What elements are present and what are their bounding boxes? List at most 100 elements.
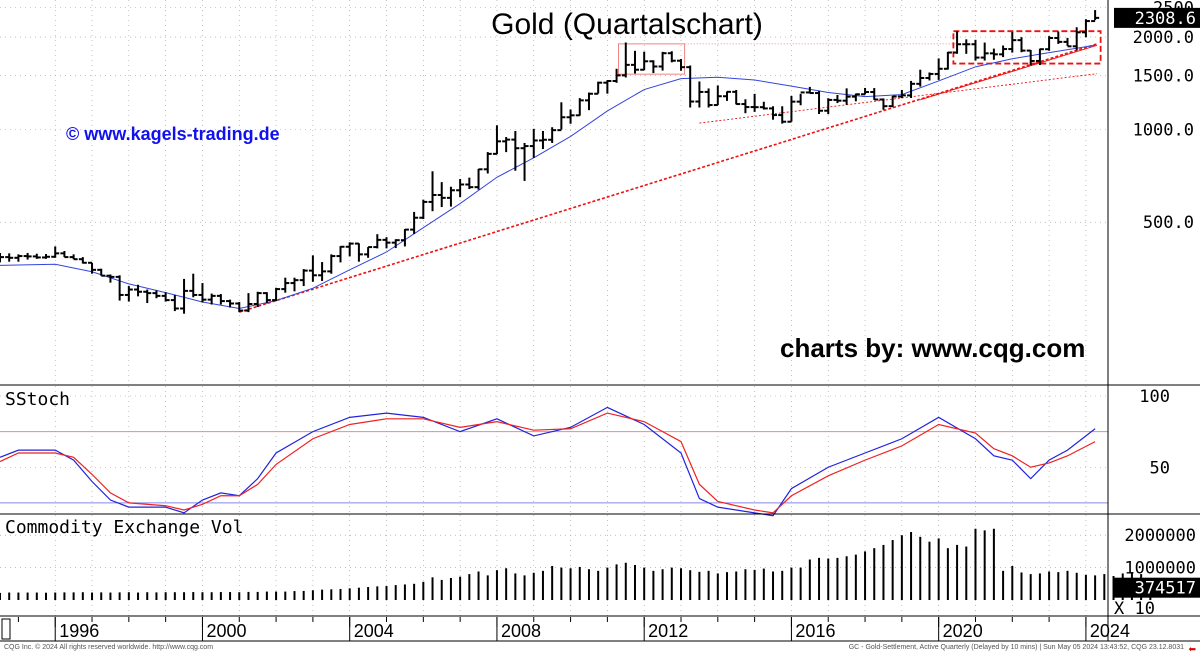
price-bar[interactable]	[502, 137, 511, 153]
price-bar[interactable]	[640, 51, 649, 71]
price-bar[interactable]	[520, 142, 529, 181]
price-bar[interactable]	[318, 262, 327, 281]
price-bar[interactable]	[115, 275, 124, 301]
price-bar[interactable]	[805, 86, 814, 95]
price-bar[interactable]	[787, 95, 796, 123]
price-bar[interactable]	[815, 90, 824, 115]
price-bar[interactable]	[69, 254, 78, 261]
price-bar[interactable]	[161, 292, 170, 302]
price-bar[interactable]	[180, 278, 189, 314]
price-bar[interactable]	[345, 242, 354, 257]
price-bar[interactable]	[686, 65, 695, 108]
price-bar[interactable]	[23, 253, 32, 260]
price-bar[interactable]	[861, 87, 870, 96]
price-bar[interactable]	[410, 211, 419, 234]
price-bar[interactable]	[216, 294, 225, 305]
price-bar[interactable]	[124, 286, 133, 302]
price-bar[interactable]	[612, 68, 621, 83]
price-bar[interactable]	[584, 92, 593, 111]
price-bar[interactable]	[336, 245, 345, 263]
price-bar[interactable]	[456, 178, 465, 198]
price-bar[interactable]	[538, 130, 547, 149]
price-bar[interactable]	[134, 284, 143, 297]
price-bar[interactable]	[42, 254, 51, 259]
price-bar[interactable]	[253, 291, 262, 307]
price-bar[interactable]	[741, 99, 750, 114]
price-bar[interactable]	[943, 51, 952, 70]
price-bar[interactable]	[382, 237, 391, 249]
scroll-left-icon[interactable]: ⬅	[1188, 644, 1196, 654]
price-bar[interactable]	[548, 127, 557, 143]
price-bar[interactable]	[299, 269, 308, 287]
price-bar[interactable]	[364, 246, 373, 258]
price-bar[interactable]	[897, 89, 906, 99]
price-bar[interactable]	[446, 186, 455, 207]
price-bar[interactable]	[189, 273, 198, 298]
price-bar[interactable]	[143, 289, 152, 304]
price-bar[interactable]	[870, 88, 879, 101]
price-bar[interactable]	[290, 277, 299, 292]
price-bar[interactable]	[207, 293, 216, 305]
price-bar[interactable]	[667, 51, 676, 63]
price-bar[interactable]	[391, 239, 400, 249]
price-bar[interactable]	[888, 95, 897, 108]
price-bar[interactable]	[824, 98, 833, 115]
price-bar[interactable]	[5, 253, 14, 262]
price-bar[interactable]	[88, 261, 97, 274]
price-bar[interactable]	[1091, 10, 1100, 23]
price-bar[interactable]	[695, 81, 704, 108]
price-bar[interactable]	[594, 81, 603, 95]
price-bar[interactable]	[474, 168, 483, 190]
price-bar[interactable]	[566, 109, 575, 124]
price-bar[interactable]	[78, 257, 87, 264]
price-bar[interactable]	[907, 80, 916, 99]
price-bar[interactable]	[953, 31, 962, 54]
price-bar[interactable]	[621, 42, 630, 78]
price-bar[interactable]	[704, 88, 713, 108]
price-bar[interactable]	[557, 102, 566, 132]
price-bar[interactable]	[851, 93, 860, 102]
price-bar[interactable]	[879, 98, 888, 110]
price-bar[interactable]	[925, 72, 934, 81]
price-bar[interactable]	[630, 50, 639, 74]
price-bar[interactable]	[0, 253, 4, 263]
price-bar[interactable]	[934, 58, 943, 80]
price-bar[interactable]	[106, 274, 115, 283]
price-bar[interactable]	[437, 182, 446, 208]
price-bar[interactable]	[658, 51, 667, 71]
price-bar[interactable]	[529, 128, 538, 158]
price-bar[interactable]	[732, 90, 741, 106]
price-bar[interactable]	[51, 246, 60, 258]
price-bar[interactable]	[1072, 27, 1081, 51]
price-bar[interactable]	[916, 69, 925, 87]
price-bar[interactable]	[833, 94, 842, 104]
price-bar[interactable]	[759, 101, 768, 110]
price-bar[interactable]	[1035, 48, 1044, 66]
price-bar[interactable]	[1081, 19, 1090, 38]
price-bar[interactable]	[198, 283, 207, 303]
price-bar[interactable]	[152, 290, 161, 299]
price-bar[interactable]	[281, 277, 290, 293]
price-bar[interactable]	[235, 302, 244, 313]
price-bar[interactable]	[1026, 49, 1035, 66]
price-bar[interactable]	[1054, 31, 1063, 44]
price-bar[interactable]	[713, 85, 722, 107]
price-bar[interactable]	[676, 59, 685, 71]
price-bar[interactable]	[226, 299, 235, 308]
price-bar[interactable]	[14, 254, 23, 262]
price-bar[interactable]	[354, 242, 363, 262]
price-bar[interactable]	[842, 88, 851, 105]
price-bar[interactable]	[723, 90, 732, 101]
price-bar[interactable]	[649, 60, 658, 74]
price-bar[interactable]	[1045, 36, 1054, 51]
price-bar[interactable]	[428, 171, 437, 212]
price-bar[interactable]	[492, 125, 501, 155]
price-bar[interactable]	[796, 91, 805, 106]
price-bar[interactable]	[778, 106, 787, 124]
price-bar[interactable]	[465, 177, 474, 190]
price-bar[interactable]	[750, 93, 759, 112]
price-bar[interactable]	[971, 39, 980, 61]
price-bar[interactable]	[373, 234, 382, 249]
price-bar[interactable]	[1017, 37, 1026, 53]
price-bar[interactable]	[511, 130, 520, 171]
